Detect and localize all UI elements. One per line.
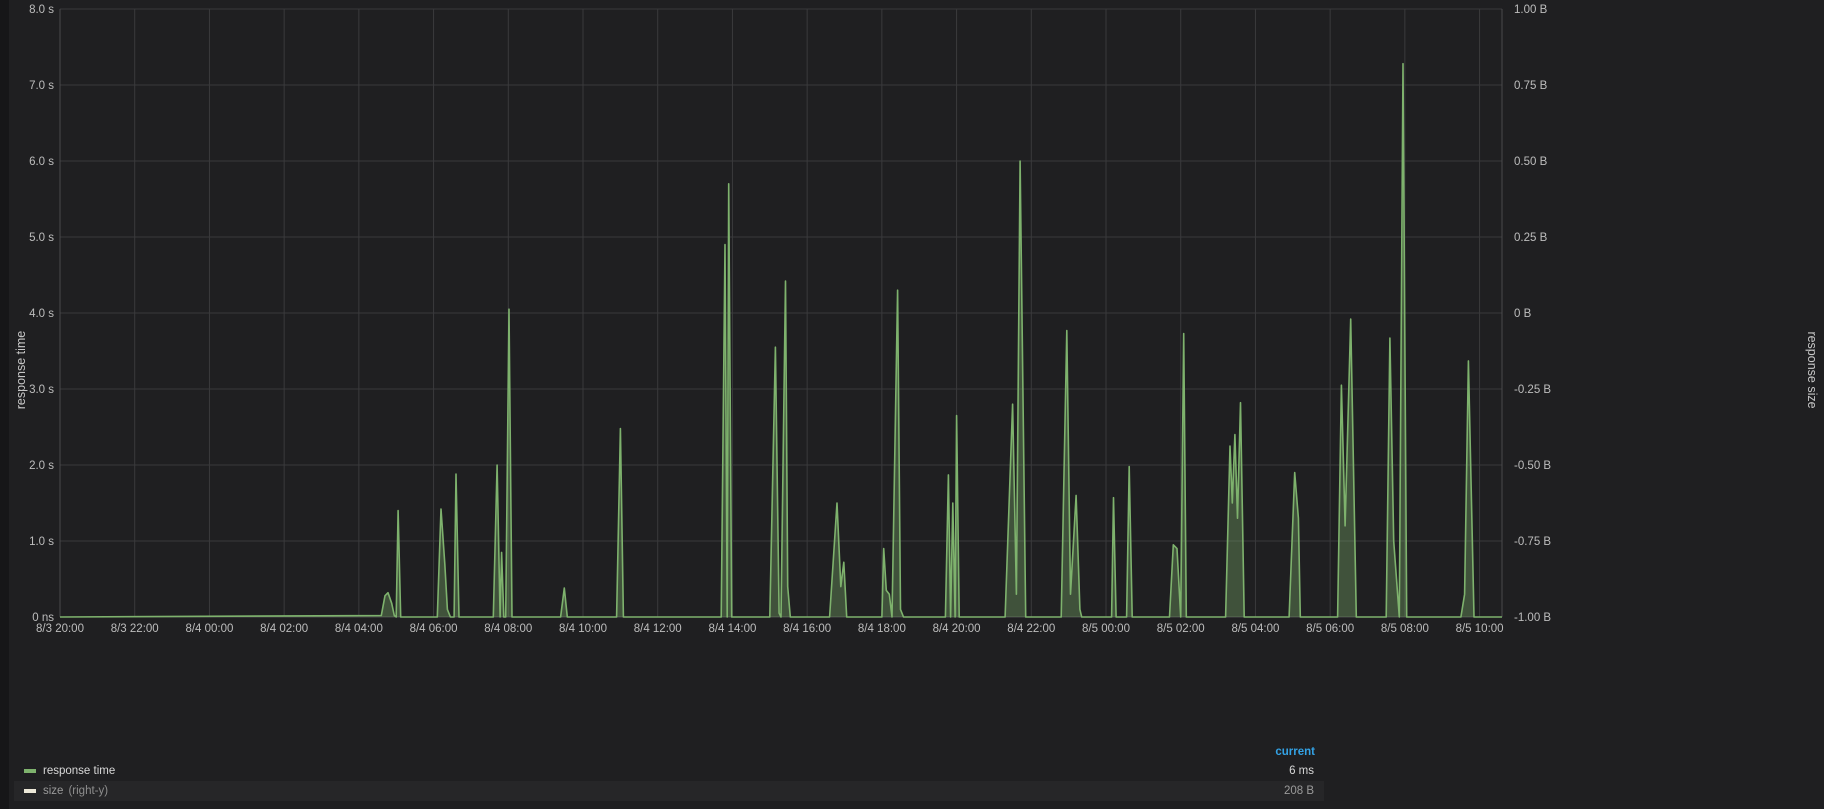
right-tick-label: -0.75 B (1514, 536, 1551, 548)
series-line-response-time (59, 62, 1502, 618)
series-layer (59, 62, 1502, 618)
left-tick-label: 2.0 s (29, 460, 54, 472)
legend-label: response time (43, 765, 116, 777)
x-tick-label: 8/4 00:00 (185, 623, 233, 635)
x-axis-ticks: 8/3 20:00 8/3 22:00 8/4 00:00 8/4 02:00 8/4 … (36, 623, 1504, 635)
left-axis-ticks: 0 ns 1.0 s 2.0 s 3.0 s 4.0 s 5.0 s 6.0 s 7.0 s 8… (29, 4, 54, 624)
x-tick-label: 8/4 18:00 (858, 623, 906, 635)
right-tick-label: -0.50 B (1514, 460, 1551, 472)
right-axis-ticks: -1.00 B -0.75 B -0.50 B -0.25 B 0 B 0.25 B 0.5… (1514, 4, 1551, 624)
legend-item-size[interactable]: size (right-y) 208 B (14, 781, 1324, 801)
legend-label: size (right-y) (43, 785, 1284, 797)
panel-edge (0, 0, 9, 809)
x-tick-label: 8/4 16:00 (783, 623, 831, 635)
right-tick-label: 1.00 B (1514, 4, 1548, 16)
x-tick-label: 8/4 10:00 (559, 623, 607, 635)
chart-area: 0 ns 1.0 s 2.0 s 3.0 s 4.0 s 5.0 s 6.0 s 7.0 s 8… (14, 4, 1819, 635)
x-tick-label: 8/5 08:00 (1381, 623, 1429, 635)
x-tick-label: 8/4 08:00 (484, 623, 532, 635)
x-tick-label: 8/4 04:00 (335, 623, 383, 635)
x-tick-label: 8/5 04:00 (1231, 623, 1279, 635)
right-tick-label: 0.50 B (1514, 156, 1548, 168)
x-tick-label: 8/5 00:00 (1082, 623, 1130, 635)
left-tick-label: 7.0 s (29, 80, 54, 92)
grid (59, 8, 1503, 618)
x-tick-label: 8/5 02:00 (1157, 623, 1205, 635)
left-tick-label: 1.0 s (29, 536, 54, 548)
left-tick-label: 4.0 s (29, 308, 54, 320)
x-tick-label: 8/3 22:00 (111, 623, 159, 635)
legend-suffix: (right-y) (68, 785, 109, 797)
legend-label-text: size (43, 785, 64, 797)
left-tick-label: 8.0 s (29, 4, 54, 16)
right-tick-label: 0.75 B (1514, 80, 1548, 92)
left-tick-label: 3.0 s (29, 384, 54, 396)
right-tick-label: -1.00 B (1514, 612, 1551, 624)
x-tick-label: 8/4 20:00 (933, 623, 981, 635)
x-tick-label: 8/5 06:00 (1306, 623, 1354, 635)
legend: current response time 6 ms size (right-y)… (14, 743, 1324, 801)
right-axis-title: response size (1805, 331, 1819, 408)
legend-swatch (24, 789, 36, 793)
left-axis-title: response time (14, 331, 28, 410)
left-tick-label: 5.0 s (29, 232, 54, 244)
x-tick-label: 8/4 12:00 (634, 623, 682, 635)
x-tick-label: 8/3 20:00 (36, 623, 84, 635)
x-tick-label: 8/4 02:00 (260, 623, 308, 635)
legend-swatch (24, 769, 36, 773)
right-tick-label: -0.25 B (1514, 384, 1551, 396)
left-tick-label: 6.0 s (29, 156, 54, 168)
legend-current-value: 208 B (1283, 785, 1314, 797)
left-tick-label: 0 ns (32, 612, 54, 624)
right-tick-label: 0.25 B (1514, 232, 1548, 244)
x-tick-label: 8/4 14:00 (708, 623, 756, 635)
legend-item-response-time[interactable]: response time 6 ms (14, 761, 1324, 781)
x-tick-label: 8/4 06:00 (410, 623, 458, 635)
x-tick-label: 8/4 22:00 (1007, 623, 1055, 635)
right-tick-label: 0 B (1514, 308, 1532, 320)
legend-current-value: 6 ms (1289, 765, 1314, 777)
legend-header-current[interactable]: current (1275, 746, 1315, 758)
series-area-response-time (60, 63, 1502, 617)
x-tick-label: 8/5 10:00 (1456, 623, 1504, 635)
